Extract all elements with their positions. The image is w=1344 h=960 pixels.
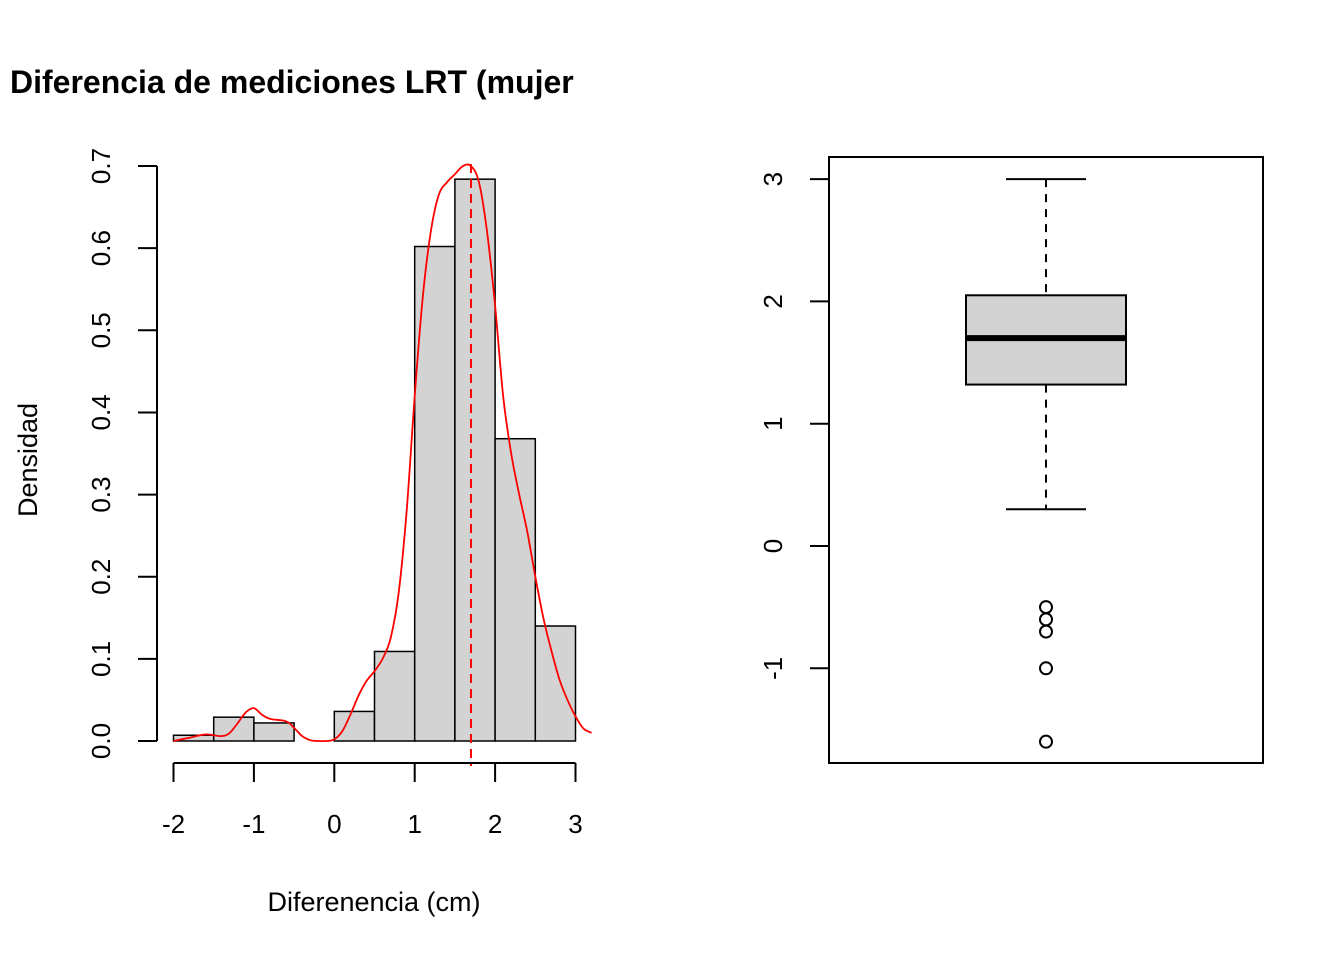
outlier-point-3 (1039, 661, 1053, 676)
y-tick-label-0: 0.0 (86, 723, 116, 759)
y-axis-label: Densidad (13, 403, 43, 517)
y-tick-label-1: 0.1 (86, 641, 116, 677)
chart-title: Diferencia de mediciones LRT (mujer (10, 64, 574, 100)
y-tick-label-5: 0.5 (86, 312, 116, 348)
density-curve (173, 163, 592, 743)
boxplot-marks (965, 178, 1127, 749)
boxplot-y-tick-label-0: -1 (758, 657, 788, 680)
boxplot-y-tick-label-4: 3 (758, 172, 788, 186)
outlier-point-1 (1039, 612, 1053, 627)
x-axis-label: Diferenencia (cm) (267, 887, 480, 917)
y-tick-label-4: 0.4 (86, 394, 116, 430)
x-tick-label-5: 3 (568, 809, 582, 839)
outlier-point-4 (1039, 734, 1053, 749)
x-axis: -2 -1 0 1 2 3 (162, 762, 583, 839)
boxplot-panel: -1 0 1 2 3 (758, 156, 1264, 764)
x-tick-label-3: 1 (407, 809, 421, 839)
boxplot-y-tick-label-3: 2 (758, 294, 788, 308)
y-tick-label-6: 0.6 (86, 230, 116, 266)
histogram-bar-7 (454, 178, 496, 742)
x-tick-label-2: 0 (327, 809, 341, 839)
y-tick-label-2: 0.2 (86, 559, 116, 595)
x-tick-label-4: 2 (488, 809, 502, 839)
boxplot-y-tick-label-2: 1 (758, 416, 788, 430)
y-axis: 0.0 0.1 0.2 0.3 0.4 0.5 0.6 0.7 (86, 148, 158, 759)
histogram-bar-5 (373, 650, 416, 742)
outlier-point-2 (1039, 624, 1053, 639)
y-tick-label-3: 0.3 (86, 477, 116, 513)
outlier-point-0 (1039, 600, 1053, 615)
boxplot-y-axis: -1 0 1 2 3 (758, 172, 830, 680)
histogram-bar-6 (413, 245, 456, 742)
histogram-panel: -2 -1 0 1 2 3 0.0 0.1 0.2 0.3 0.4 0.5 0.6 0.7 Difere… (13, 148, 592, 917)
y-tick-label-7: 0.7 (86, 148, 116, 184)
histogram-bars (172, 178, 577, 742)
boxplot-y-tick-label-1: 0 (758, 539, 788, 553)
histogram-bar-2 (253, 722, 295, 742)
histogram-bar-9 (534, 625, 577, 742)
histogram-bar-4 (333, 710, 376, 742)
histogram-bar-8 (494, 437, 537, 742)
x-tick-label-0: -2 (162, 809, 185, 839)
x-tick-label-1: -1 (242, 809, 265, 839)
